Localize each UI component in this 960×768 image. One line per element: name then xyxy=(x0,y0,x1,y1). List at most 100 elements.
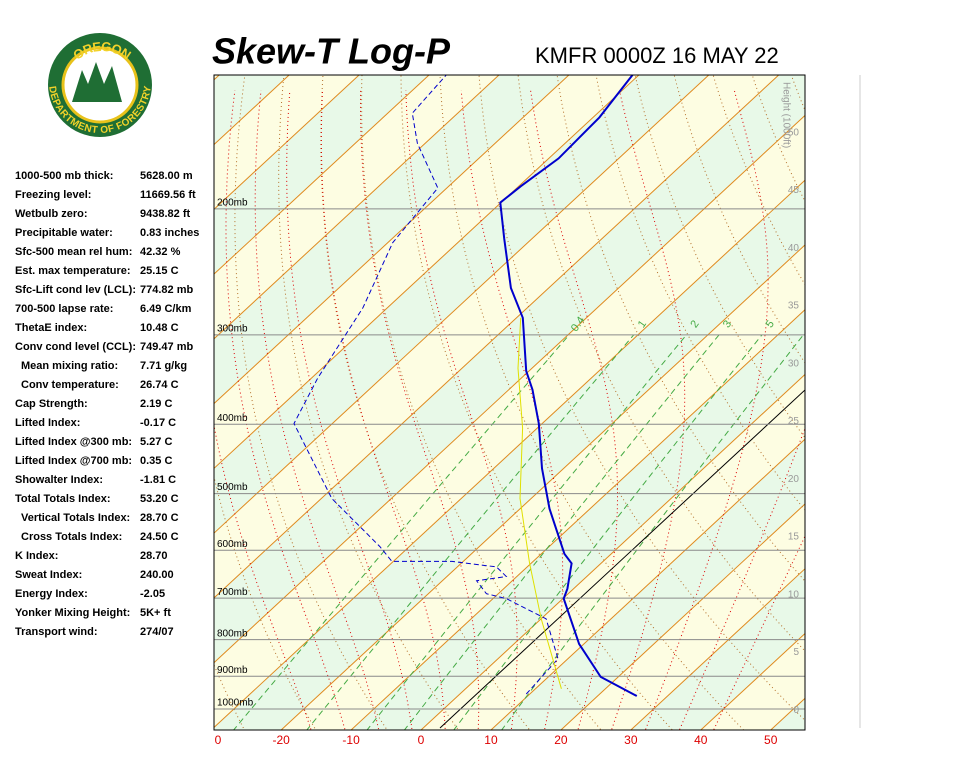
index-label: Energy Index: xyxy=(15,588,88,600)
plot-area: 0.4 1 2 3 5 8 xyxy=(214,50,960,739)
moist-adiabat xyxy=(320,90,446,730)
profile-line xyxy=(517,317,562,689)
index-value: 5K+ ft xyxy=(140,607,171,619)
index-label: Mean mixing ratio: xyxy=(21,360,118,372)
height-label: 30 xyxy=(788,358,800,369)
index-label: Cross Totals Index: xyxy=(21,531,122,543)
height-label: 35 xyxy=(788,301,800,312)
height-label: 10 xyxy=(788,589,800,600)
isotherm xyxy=(214,75,640,470)
temperature-label: 40 xyxy=(694,733,708,747)
pressure-label: 400mb xyxy=(217,413,248,424)
index-value: 774.82 mb xyxy=(140,284,193,296)
temperature-label: 0 xyxy=(418,733,425,747)
index-value: 25.15 C xyxy=(140,265,179,277)
dry-adiabat xyxy=(897,50,960,739)
height-label: 5 xyxy=(793,647,799,658)
dry-adiabat xyxy=(790,75,805,112)
reference-line xyxy=(439,389,805,729)
isotherm xyxy=(214,75,360,211)
index-label: Sfc-Lift cond lev (LCL): xyxy=(15,284,136,296)
index-value: 240.00 xyxy=(140,569,174,581)
pressure-label: 600mb xyxy=(217,539,248,550)
index-label: Yonker Mixing Height: xyxy=(15,607,130,619)
index-label: Conv temperature: xyxy=(21,379,119,391)
mixing-ratio-line xyxy=(306,334,635,730)
dry-adiabat xyxy=(439,75,745,730)
moist-adiabat xyxy=(360,90,480,730)
mixing-ratio-line xyxy=(403,334,720,730)
indices-table: 1000-500 mb thick: 5628.00 m Freezing leve… xyxy=(15,170,199,638)
index-value: 7.71 g/kg xyxy=(140,360,187,372)
index-value: 28.70 C xyxy=(140,512,179,524)
dry-adiabat xyxy=(935,50,960,739)
temperature-label: -10 xyxy=(342,733,360,747)
temperature-label: 10 xyxy=(484,733,498,747)
index-value: 274/07 xyxy=(140,626,174,638)
index-value: 42.32 % xyxy=(140,246,181,258)
mixing-ratio-label: 3 xyxy=(721,318,734,330)
index-label: ThetaE index: xyxy=(15,322,87,334)
isotherm xyxy=(214,75,710,534)
index-label: Lifted Index: xyxy=(15,417,80,429)
index-label: Cap Strength: xyxy=(15,398,88,410)
height-axis-label: Height (1000ft) xyxy=(780,82,791,148)
mixing-ratio-label: 2 xyxy=(688,318,701,330)
index-label: Sweat Index: xyxy=(15,569,82,581)
pressure-label: 200mb xyxy=(217,198,248,209)
logo-top-text: OREGON xyxy=(71,39,134,63)
isotherm-band xyxy=(214,75,220,80)
isotherm-band xyxy=(214,115,805,728)
chart-subtitle: KMFR 0000Z 16 MAY 22 xyxy=(535,43,779,68)
pressure-label: 500mb xyxy=(217,482,248,493)
pressure-label: 800mb xyxy=(217,628,248,639)
mixing-ratio-line xyxy=(366,334,687,730)
index-label: Showalter Index: xyxy=(15,474,103,486)
index-label: Sfc-500 mean rel hum: xyxy=(15,246,132,258)
plot-frame xyxy=(213,74,806,731)
mixing-ratio-label: 5 xyxy=(764,318,777,330)
profile-line xyxy=(499,75,638,697)
dry-adiabat xyxy=(234,75,388,730)
index-label: Conv cond level (CCL): xyxy=(15,341,136,353)
index-label: Precipitable water: xyxy=(15,227,113,239)
index-label: K Index: xyxy=(15,550,58,562)
pressure-label: 700mb xyxy=(217,587,248,598)
index-value: 28.70 xyxy=(140,550,168,562)
height-label: 20 xyxy=(788,474,800,485)
temperature-label: 0 xyxy=(215,733,222,747)
index-value: -1.81 C xyxy=(140,474,176,486)
index-label: Lifted Index @700 mb: xyxy=(15,455,132,467)
logo-trees xyxy=(72,62,122,102)
index-value: -2.05 xyxy=(140,588,165,600)
isotherm xyxy=(214,179,805,729)
index-label: Wetbulb zero: xyxy=(15,208,88,220)
height-label: 45 xyxy=(788,185,800,196)
index-label: Freezing level: xyxy=(15,189,91,201)
index-label: Lifted Index @300 mb: xyxy=(15,436,132,448)
dry-adiabat xyxy=(361,75,602,730)
logo: OREGON DEPARTMENT OF FORESTRY xyxy=(46,33,154,137)
isotherm xyxy=(700,632,805,730)
moist-adiabat xyxy=(254,90,380,730)
isotherm xyxy=(560,503,805,730)
isotherm-band xyxy=(214,75,805,663)
mixing-ratio-line xyxy=(453,334,763,730)
isotherm xyxy=(350,309,805,730)
index-label: 700-500 lapse rate: xyxy=(15,303,113,315)
index-value: 9438.82 ft xyxy=(140,208,190,220)
isotherm xyxy=(214,75,500,340)
moist-adiabat xyxy=(225,90,346,730)
mixing-ratio-line xyxy=(232,334,570,730)
isotherm xyxy=(214,114,805,664)
index-value: 11669.56 ft xyxy=(140,189,196,201)
index-value: 749.47 mb xyxy=(140,341,193,353)
index-value: 0.35 C xyxy=(140,455,172,467)
index-value: 6.49 C/km xyxy=(140,303,192,315)
index-label: Est. max temperature: xyxy=(15,265,131,277)
temperature-label: 50 xyxy=(764,733,778,747)
index-value: 2.19 C xyxy=(140,398,172,410)
pressure-label: 1000mb xyxy=(217,698,254,709)
index-value: 5628.00 m xyxy=(140,170,193,182)
